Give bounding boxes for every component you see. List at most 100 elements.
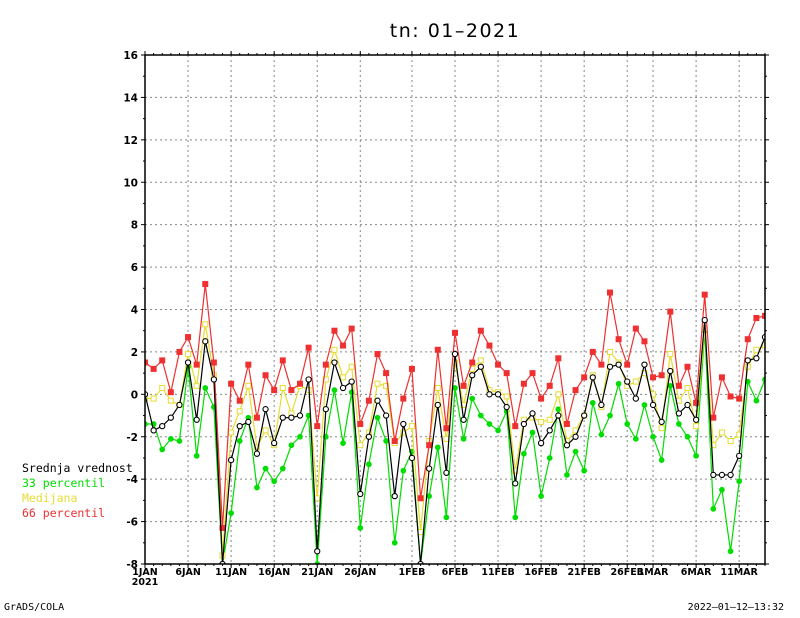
plot-frame [144, 54, 766, 565]
data-point [718, 374, 725, 381]
data-point [279, 357, 286, 364]
y-tick-label: 2 [131, 347, 138, 359]
data-point [555, 406, 562, 413]
data-point [469, 395, 476, 402]
data-point [452, 385, 458, 391]
data-point [314, 495, 321, 502]
data-point [228, 510, 234, 516]
data-point [736, 478, 743, 485]
data-point [314, 423, 321, 430]
data-point [365, 397, 372, 404]
data-point [228, 380, 235, 387]
data-point [727, 471, 734, 479]
data-point [607, 289, 613, 296]
data-point [572, 448, 579, 455]
data-point [486, 342, 493, 349]
data-point [667, 367, 674, 375]
legend: Srednja vrednost 33 percentil Medijana 6… [22, 461, 133, 521]
x-tick-label: 16FEB [524, 567, 557, 578]
data-point [271, 478, 278, 485]
data-point [400, 467, 407, 474]
data-point [340, 440, 346, 446]
data-point [227, 456, 235, 464]
data-point [340, 374, 347, 381]
data-point [520, 380, 527, 387]
data-point [632, 378, 639, 385]
data-point [503, 393, 510, 400]
data-point [443, 469, 450, 476]
data-point [710, 442, 717, 449]
data-point [236, 408, 243, 415]
data-point [607, 412, 613, 419]
data-point [495, 427, 501, 434]
y-tick-label: 8 [131, 220, 138, 232]
data-point [408, 365, 415, 372]
data-point [288, 414, 295, 421]
data-point [400, 420, 407, 428]
data-point [400, 395, 407, 402]
data-point [495, 361, 502, 368]
data-point [632, 395, 639, 402]
data-point [202, 338, 209, 345]
data-point [641, 402, 648, 408]
data-point [288, 442, 295, 449]
data-point [710, 506, 717, 512]
data-point [383, 370, 390, 377]
data-point [184, 359, 192, 366]
data-point [426, 493, 433, 499]
data-point [676, 421, 682, 427]
data-point [538, 395, 545, 402]
data-point [253, 444, 260, 451]
x-tick-label: 6FEB [442, 567, 469, 578]
x-tick-label: 1FEB [399, 567, 426, 578]
data-point [538, 493, 544, 499]
data-point [451, 350, 459, 358]
data-point [762, 312, 765, 319]
data-point [753, 355, 760, 362]
data-point [494, 391, 502, 398]
chart-title: tn: 01–2021 [390, 20, 520, 42]
x-tick-label: 1MAR [638, 567, 669, 578]
y-tick-label: -6 [126, 517, 138, 529]
data-point [477, 357, 484, 364]
x-year-label: 2021 [132, 577, 158, 588]
data-point [667, 308, 674, 315]
x-tick-label: 1JAN [132, 567, 157, 578]
data-point [443, 514, 450, 521]
data-point [297, 433, 303, 440]
data-point [684, 433, 691, 440]
series-group [145, 281, 765, 531]
data-point [434, 444, 441, 451]
data-point [624, 361, 631, 368]
x-tick-label: 11MAR [720, 567, 758, 578]
data-point [564, 472, 570, 478]
data-point [202, 385, 209, 391]
data-point [159, 422, 166, 430]
data-point [159, 357, 166, 364]
data-point [753, 397, 760, 404]
data-point [727, 437, 734, 444]
data-point [693, 423, 700, 430]
data-point [193, 382, 200, 389]
data-point [193, 416, 200, 423]
data-point [658, 457, 665, 463]
y-tick-label: 12 [123, 135, 138, 147]
data-point [297, 380, 303, 387]
data-point [374, 380, 381, 387]
data-point [357, 442, 364, 449]
data-point [167, 397, 174, 404]
data-point [331, 346, 338, 353]
data-point [477, 327, 484, 334]
data-point [641, 361, 648, 368]
data-point [684, 363, 691, 370]
data-point [159, 384, 166, 391]
data-point [589, 399, 596, 406]
data-point [391, 539, 398, 546]
data-point [581, 467, 588, 474]
data-point [383, 438, 389, 444]
data-point [718, 471, 726, 479]
data-point [598, 401, 605, 409]
data-point [667, 383, 674, 389]
data-point [434, 346, 441, 353]
x-tick-label: 16JAN [258, 567, 290, 578]
